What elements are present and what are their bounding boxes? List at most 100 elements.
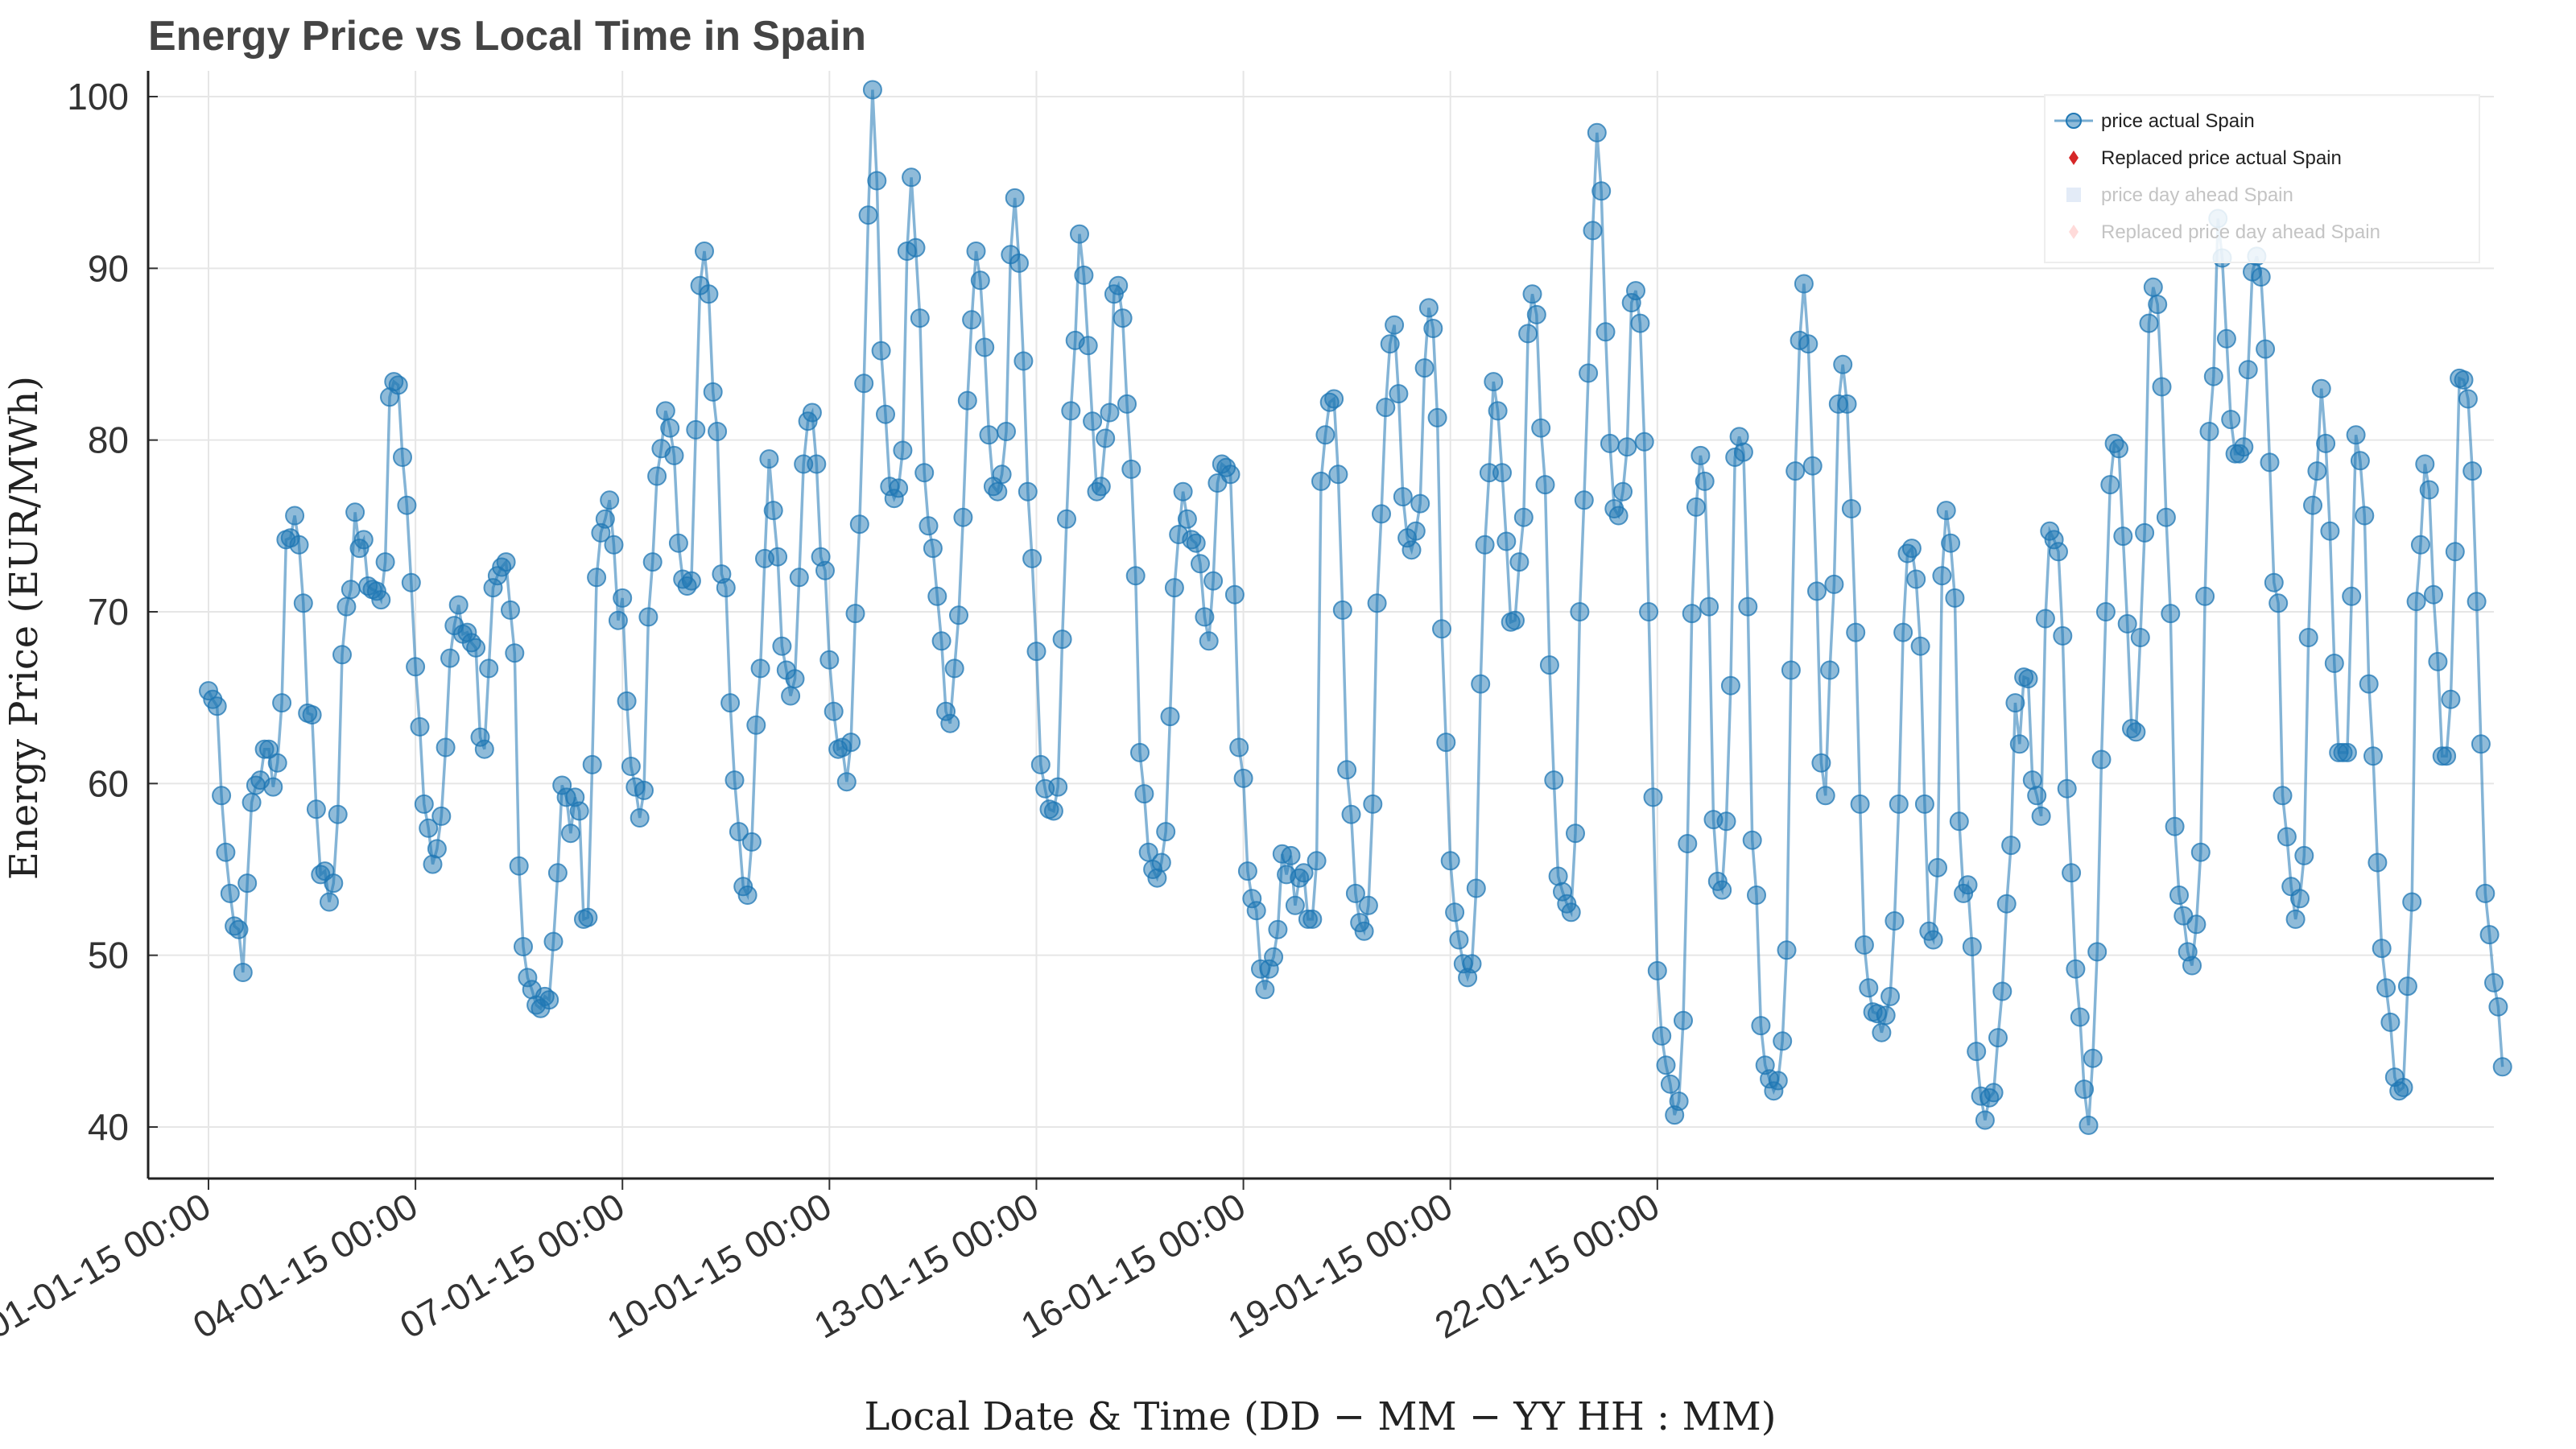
- data-point: [2126, 722, 2146, 742]
- data-point: [1005, 188, 1025, 208]
- data-point: [2062, 863, 2082, 883]
- data-point: [2437, 746, 2457, 766]
- data-point: [1574, 490, 1594, 510]
- data-point: [1013, 351, 1034, 371]
- data-point: [436, 737, 456, 758]
- data-point: [1846, 622, 1866, 642]
- data-point: [1647, 960, 1667, 980]
- data-point: [919, 516, 939, 536]
- data-point: [1100, 402, 1120, 423]
- data-point: [1427, 407, 1447, 427]
- data-point: [1889, 794, 1909, 814]
- data-point: [768, 547, 788, 567]
- data-point: [613, 588, 633, 608]
- data-point: [2100, 475, 2120, 495]
- data-point: [2260, 452, 2280, 473]
- legend-circle-marker: [2066, 113, 2082, 129]
- data-point: [1518, 324, 1538, 344]
- data-point: [2342, 586, 2362, 606]
- data-point: [1591, 181, 1612, 201]
- data-point: [1358, 895, 1378, 915]
- data-point: [923, 539, 943, 559]
- data-point: [867, 171, 887, 191]
- data-point: [2406, 592, 2426, 612]
- data-point: [2402, 892, 2422, 912]
- data-point: [1544, 770, 1564, 791]
- data-point: [1156, 822, 1176, 842]
- data-point: [1674, 1010, 1693, 1030]
- data-point: [1613, 481, 1633, 502]
- data-point: [1773, 1031, 1793, 1051]
- data-point: [1807, 581, 1827, 601]
- data-point: [388, 375, 408, 395]
- data-point: [285, 506, 305, 526]
- data-point: [1052, 630, 1072, 650]
- data-point: [979, 425, 999, 445]
- data-point: [1833, 354, 1853, 374]
- data-point: [1030, 754, 1051, 774]
- data-point: [836, 772, 857, 792]
- data-point: [2221, 410, 2241, 430]
- data-point: [539, 990, 559, 1010]
- data-point: [1363, 794, 1383, 814]
- x-tick-label: 19-01-15 00:00: [1220, 1185, 1459, 1347]
- data-point: [2350, 451, 2370, 471]
- data-point: [1643, 787, 1663, 807]
- data-point: [2182, 956, 2202, 976]
- data-point: [2428, 651, 2448, 671]
- data-point: [578, 907, 598, 927]
- data-point: [1449, 930, 1469, 950]
- data-point: [353, 530, 374, 550]
- data-point: [2018, 669, 2038, 689]
- axes: [147, 71, 2494, 1190]
- data-point: [1108, 275, 1129, 295]
- data-point: [2424, 584, 2443, 605]
- data-point: [617, 691, 637, 711]
- data-point: [1440, 851, 1460, 871]
- data-point: [1057, 509, 1076, 529]
- data-point: [1984, 1083, 2004, 1103]
- data-point: [216, 842, 236, 862]
- chart-title: Energy Price vs Local Time in Spain: [148, 13, 866, 60]
- data-point: [2117, 613, 2137, 634]
- data-point: [587, 568, 607, 588]
- data-point: [1445, 902, 1465, 923]
- data-point: [1738, 597, 1758, 617]
- data-point: [1121, 459, 1141, 479]
- data-point: [1432, 619, 1451, 639]
- data-point: [1941, 533, 1961, 553]
- data-point: [604, 535, 624, 555]
- data-point: [789, 568, 809, 588]
- data-point: [910, 308, 930, 328]
- data-point: [720, 693, 741, 713]
- data-point: [569, 801, 589, 821]
- data-point: [501, 600, 520, 620]
- data-point: [237, 873, 258, 894]
- data-point: [242, 792, 262, 812]
- data-point: [862, 80, 882, 100]
- data-point: [1513, 507, 1534, 527]
- data-point: [1841, 499, 1861, 518]
- x-tick-label: 22-01-15 00:00: [1428, 1185, 1666, 1347]
- data-point: [328, 804, 348, 824]
- data-point: [2337, 742, 2357, 762]
- data-point: [289, 535, 309, 555]
- data-point: [2135, 522, 2155, 543]
- data-point: [509, 856, 529, 876]
- data-point: [931, 631, 952, 651]
- data-point: [1372, 504, 1391, 524]
- data-point: [1328, 464, 1348, 485]
- data-point: [1492, 463, 1512, 483]
- data-point: [2130, 628, 2150, 647]
- data-point: [1134, 784, 1154, 804]
- data-point: [2324, 654, 2344, 673]
- data-point: [1195, 607, 1215, 627]
- data-point: [953, 507, 973, 527]
- data-point: [1285, 895, 1305, 915]
- data-point: [1074, 265, 1094, 285]
- data-point: [906, 237, 926, 258]
- data-point: [647, 466, 667, 486]
- data-point: [2393, 1077, 2413, 1097]
- data-point: [2057, 778, 2077, 799]
